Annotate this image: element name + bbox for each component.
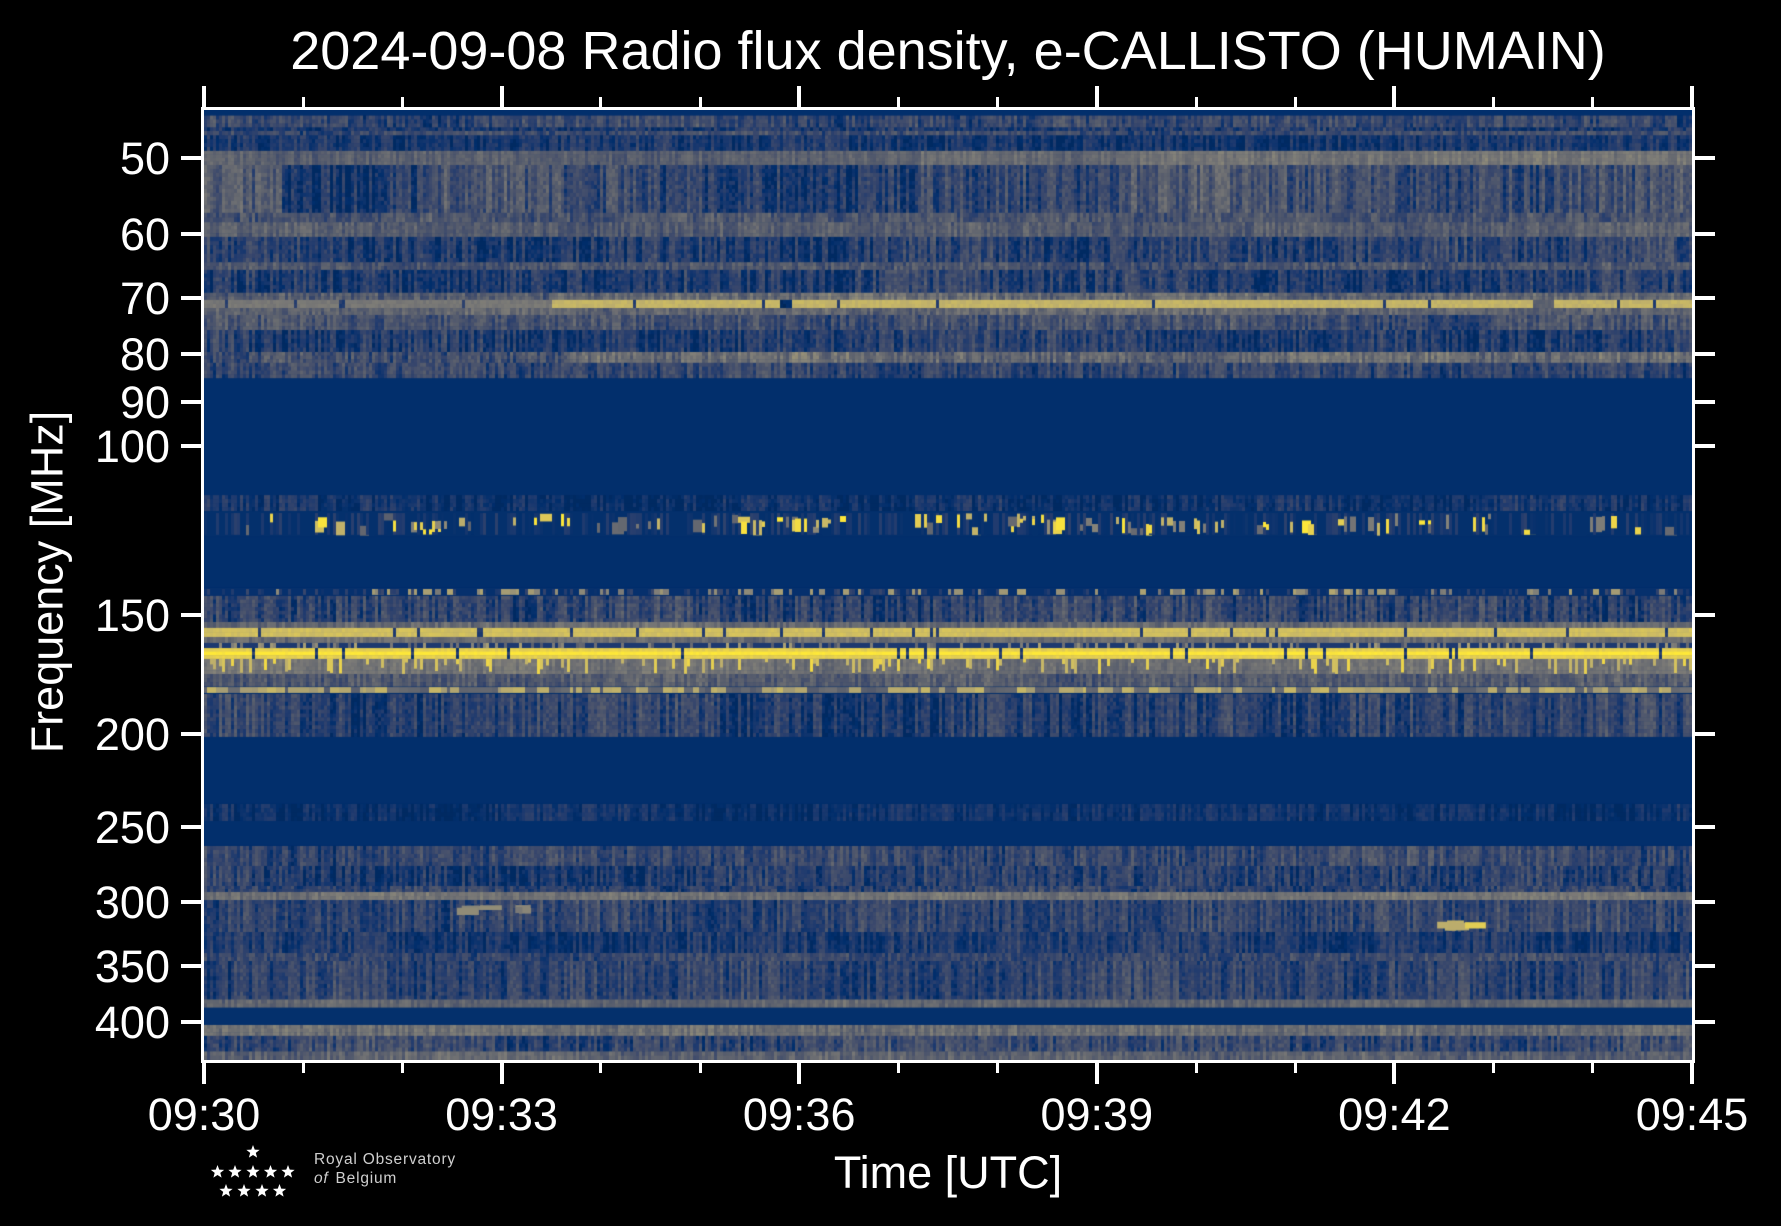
x-major-tick-bottom [499, 1063, 504, 1084]
x-minor-tick-bottom [1492, 1063, 1496, 1073]
y-major-tick-left [181, 964, 201, 969]
y-tick-label: 400 [94, 996, 170, 1048]
star-icon [228, 1165, 242, 1178]
star-icon [237, 1184, 251, 1197]
star-icon [263, 1165, 278, 1178]
star-icon [210, 1165, 225, 1178]
y-tick-label: 300 [94, 877, 170, 929]
x-minor-tick-top [301, 97, 305, 107]
x-tick-label: 09:36 [742, 1089, 856, 1140]
y-major-tick-right [1695, 351, 1715, 356]
x-major-tick-bottom [1690, 1063, 1694, 1084]
y-major-tick-left [181, 732, 201, 737]
rob-logo-line1: Royal Observatory [314, 1151, 456, 1168]
y-major-tick-right [1695, 1019, 1715, 1024]
x-tick-label: 09:30 [147, 1089, 261, 1140]
y-major-tick-left [181, 1019, 201, 1024]
star-icon [255, 1184, 269, 1197]
y-major-tick-left [181, 824, 201, 829]
y-tick-label: 250 [94, 801, 170, 853]
x-minor-tick-bottom [599, 1063, 603, 1073]
x-major-tick-top [1094, 86, 1099, 107]
y-major-tick-left [181, 400, 201, 405]
y-tick-label: 60 [119, 209, 170, 261]
y-major-tick-left [181, 296, 201, 301]
y-tick-label: 350 [94, 941, 170, 993]
y-major-tick-right [1695, 232, 1715, 237]
chart-title: 2024-09-08 Radio flux density, e-CALLIST… [290, 21, 1606, 81]
y-major-tick-right [1695, 900, 1715, 905]
y-major-tick-left [181, 900, 201, 905]
x-major-tick-bottom [1392, 1063, 1397, 1084]
star-icon [272, 1184, 287, 1197]
x-minor-tick-bottom [1194, 1063, 1198, 1073]
y-major-tick-right [1695, 296, 1715, 301]
y-tick-label: 70 [119, 273, 170, 325]
x-minor-tick-top [599, 97, 603, 107]
x-minor-tick-top [896, 97, 900, 107]
rob-logo-line2: of Belgium [314, 1170, 456, 1189]
x-minor-tick-top [996, 97, 1000, 107]
y-major-tick-right [1695, 444, 1715, 449]
y-major-tick-right [1695, 612, 1715, 617]
x-major-tick-bottom [1094, 1063, 1099, 1084]
rob-logo-of: of [314, 1169, 329, 1187]
x-tick-label: 09:39 [1040, 1089, 1154, 1140]
x-minor-tick-top [400, 97, 404, 107]
y-major-tick-left [181, 444, 201, 449]
stars-group [210, 1145, 295, 1197]
spectrogram-canvas [204, 110, 1692, 1060]
x-tick-label: 09:33 [445, 1089, 558, 1140]
y-tick-label: 90 [119, 377, 170, 429]
x-minor-tick-bottom [996, 1063, 1000, 1073]
y-major-tick-left [181, 612, 201, 617]
y-major-tick-right [1695, 824, 1715, 829]
x-minor-tick-top [1194, 97, 1198, 107]
star-icon [246, 1145, 260, 1158]
x-major-tick-top [499, 86, 504, 107]
star-icon [219, 1184, 233, 1197]
plot-frame [201, 107, 1695, 1063]
x-major-tick-bottom [202, 1063, 206, 1084]
x-major-tick-top [797, 86, 802, 107]
x-major-tick-top [202, 86, 206, 107]
star-icon [281, 1165, 295, 1178]
y-tick-label: 100 [94, 421, 170, 473]
x-major-tick-top [1690, 86, 1694, 107]
rob-logo: Royal Observatory of Belgium [206, 1139, 666, 1219]
x-minor-tick-top [1591, 97, 1595, 107]
x-tick-label: 09:42 [1338, 1089, 1451, 1140]
x-axis-label: Time [UTC] [833, 1147, 1063, 1198]
y-major-tick-left [181, 351, 201, 356]
x-minor-tick-top [698, 97, 702, 107]
x-minor-tick-bottom [400, 1063, 404, 1073]
y-tick-label: 150 [94, 589, 170, 641]
x-major-tick-bottom [797, 1063, 802, 1084]
star-icon [246, 1165, 260, 1178]
x-minor-tick-bottom [698, 1063, 702, 1073]
x-minor-tick-bottom [1293, 1063, 1297, 1073]
rob-logo-text: Royal Observatory of Belgium [314, 1151, 456, 1188]
x-minor-tick-top [1293, 97, 1297, 107]
y-major-tick-left [181, 156, 201, 161]
y-axis-label: Frequency [MHz] [21, 410, 73, 754]
y-major-tick-right [1695, 964, 1715, 969]
x-minor-tick-bottom [301, 1063, 305, 1073]
y-major-tick-left [181, 232, 201, 237]
y-major-tick-right [1695, 400, 1715, 405]
y-tick-label: 80 [119, 328, 170, 380]
y-tick-label: 50 [119, 133, 170, 185]
y-tick-label: 200 [94, 709, 170, 761]
rob-logo-belgium: Belgium [335, 1169, 398, 1187]
x-tick-label: 09:45 [1635, 1089, 1749, 1140]
y-major-tick-right [1695, 732, 1715, 737]
rob-stars-icon [210, 1145, 295, 1197]
x-minor-tick-bottom [1591, 1063, 1595, 1073]
x-major-tick-top [1392, 86, 1397, 107]
x-minor-tick-bottom [896, 1063, 900, 1073]
x-minor-tick-top [1492, 97, 1496, 107]
y-major-tick-right [1695, 156, 1715, 161]
